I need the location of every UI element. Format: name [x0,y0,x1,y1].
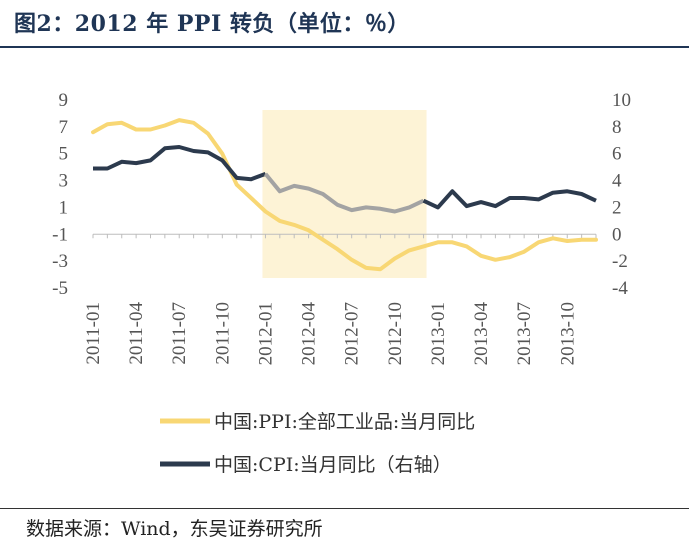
right-axis-tick-label: -4 [612,278,628,299]
right-axis-tick-label: 8 [612,117,622,138]
source-note: 数据来源：Wind，东吴证券研究所 [26,518,323,540]
x-axis-tick-label: 2012-07 [342,302,363,365]
left-axis-tick-label: 3 [59,171,69,192]
line-chart: 9 7 5 3 1 -1 -3 -5 10 8 6 4 2 0 -2 -4 2011-01 2011-04 20… [52,90,631,476]
left-axis-tick-label: 9 [59,90,69,111]
x-axis-tick-label: 2013-01 [428,302,449,365]
right-axis-tick-label: 2 [612,197,622,218]
x-axis-tick-label: 2011-10 [212,302,233,365]
x-axis-tick-label: 2012-01 [255,302,276,365]
series-cpi-line-2011 [93,145,267,182]
chart-title: 图2：2012 年 PPI 转负（单位：％） [14,11,410,37]
x-axis-tick-label: 2011-01 [83,302,104,365]
highlight-shade-2012 [262,110,427,278]
source-rule [0,508,689,509]
left-axis-tick-label: 7 [59,117,69,138]
title-rule [0,46,689,48]
x-axis-tick-label: 2013-04 [471,302,492,366]
x-axis-tick-label: 2011-07 [169,302,190,365]
left-axis-tick-label: 5 [59,144,69,165]
left-axis-tick-label: -1 [52,224,68,245]
series-ppi-line [91,118,598,272]
x-axis-tick-label: 2013-10 [557,302,578,365]
left-axis-tick-label: -5 [52,278,68,299]
right-axis-tick-label: 6 [612,144,622,165]
x-axis-tick-label: 2013-07 [514,302,535,365]
x-axis-tick-label: 2012-10 [385,302,406,365]
legend-cpi-label: 中国:CPI:当月同比（右轴） [214,454,452,476]
right-axis-tick-label: 4 [612,171,622,192]
right-axis-tick-label: 0 [612,224,622,245]
left-axis-tick-label: -3 [52,251,68,272]
left-axis-tick-label: 1 [59,197,69,218]
right-axis-tick-label: -2 [612,251,628,272]
right-axis-tick-label: 10 [612,90,631,111]
legend: 中国:PPI:全部工业品:当月同比 中国:CPI:当月同比（右轴） [160,411,475,476]
x-axis-tick-label: 2011-04 [126,302,147,365]
legend-ppi-label: 中国:PPI:全部工业品:当月同比 [214,411,475,433]
x-axis-tick-label: 2012-04 [299,302,320,366]
series-cpi-line-2013 [422,189,597,210]
series-cpi-line-2012 [263,172,425,214]
